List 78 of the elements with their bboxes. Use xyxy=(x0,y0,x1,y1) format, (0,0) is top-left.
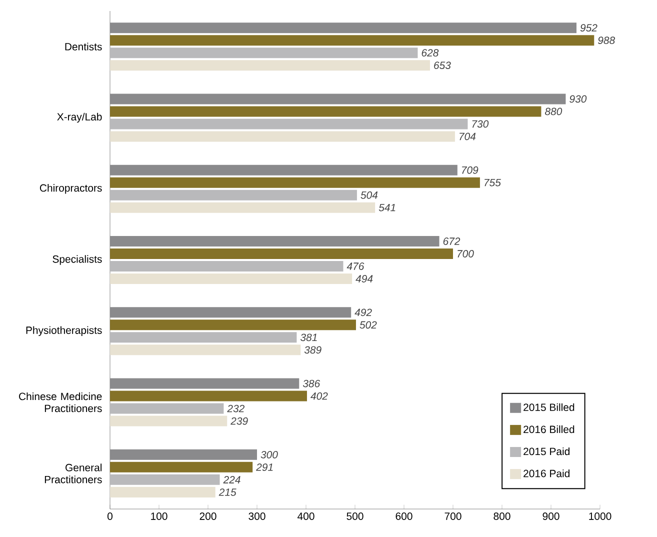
data-label: 541 xyxy=(378,204,396,212)
bar xyxy=(110,22,576,34)
bar xyxy=(110,131,455,142)
bar xyxy=(110,332,297,343)
x-tick-label: 400 xyxy=(298,512,314,520)
data-label: 476 xyxy=(346,262,364,270)
data-label: 988 xyxy=(598,36,616,44)
x-tick-label: 800 xyxy=(494,512,510,520)
legend-label: 2016 Paid xyxy=(524,470,570,478)
bar xyxy=(110,403,224,414)
bar xyxy=(110,474,220,485)
bar xyxy=(110,390,307,402)
bar xyxy=(110,320,356,330)
x-tick-label: 600 xyxy=(396,512,412,520)
legend-label: 2016 Billed xyxy=(524,425,574,434)
data-label: 402 xyxy=(310,392,328,400)
bar xyxy=(110,344,301,356)
x-tick-label: 1000 xyxy=(589,512,612,520)
bar xyxy=(110,449,257,460)
data-label: 730 xyxy=(472,120,489,128)
bar xyxy=(110,261,344,272)
data-label: 291 xyxy=(256,463,273,471)
y-tick-label: Physiotherapists xyxy=(26,326,102,336)
bar xyxy=(110,60,430,71)
bar xyxy=(110,48,418,58)
y-tick-label: Specialists xyxy=(52,255,102,265)
data-label: 215 xyxy=(218,488,236,496)
legend-label: 2015 Billed xyxy=(524,403,574,412)
data-label: 653 xyxy=(434,62,451,70)
x-tick-label: 100 xyxy=(151,512,168,520)
y-tick-label: Dentists xyxy=(65,42,102,50)
x-tick-label: 500 xyxy=(346,512,364,520)
data-label: 880 xyxy=(545,108,562,116)
x-tick-label: 300 xyxy=(248,512,266,520)
bar xyxy=(110,236,440,247)
data-label: 224 xyxy=(223,476,240,484)
y-tick-label: Chinese Medicine Practitioners xyxy=(19,392,102,412)
bar xyxy=(110,106,542,117)
bar xyxy=(110,416,228,426)
y-tick-label: X-ray/Lab xyxy=(57,112,102,123)
data-label: 232 xyxy=(227,404,244,412)
data-label: 952 xyxy=(580,24,598,32)
bar xyxy=(110,486,216,498)
data-label: 492 xyxy=(354,308,372,316)
bar xyxy=(110,462,253,472)
data-label: 700 xyxy=(458,250,474,258)
bar xyxy=(110,118,468,130)
bar xyxy=(110,274,352,284)
bar xyxy=(110,248,454,260)
data-label: 704 xyxy=(460,132,476,140)
bar xyxy=(110,94,566,104)
data-label: 494 xyxy=(356,275,373,282)
data-label: 502 xyxy=(360,321,377,329)
data-label: 755 xyxy=(484,178,501,186)
x-tick-label: 700 xyxy=(444,512,462,520)
x-tick-label: 900 xyxy=(542,512,560,520)
y-tick-label: General Practitioners xyxy=(44,464,102,484)
data-label: 389 xyxy=(304,346,322,354)
data-label: 709 xyxy=(462,166,478,174)
bar xyxy=(110,202,376,213)
x-tick-label: 0 xyxy=(107,512,112,520)
data-label: 300 xyxy=(260,450,278,458)
y-tick-label: Chiropractors xyxy=(40,184,102,194)
bar xyxy=(110,177,480,188)
x-tick-label: 200 xyxy=(200,512,216,520)
data-label: 386 xyxy=(302,380,320,388)
data-label: 628 xyxy=(422,49,439,57)
legend-label: 2015 Paid xyxy=(524,447,570,456)
data-label: 239 xyxy=(230,417,248,425)
data-label: 672 xyxy=(443,238,460,245)
bar xyxy=(110,378,300,389)
bar xyxy=(110,35,594,46)
data-label: 381 xyxy=(300,334,317,342)
bar xyxy=(110,190,357,200)
data-label: 930 xyxy=(570,95,587,103)
bar xyxy=(110,164,458,176)
data-label: 504 xyxy=(360,191,378,199)
bar xyxy=(110,307,352,318)
